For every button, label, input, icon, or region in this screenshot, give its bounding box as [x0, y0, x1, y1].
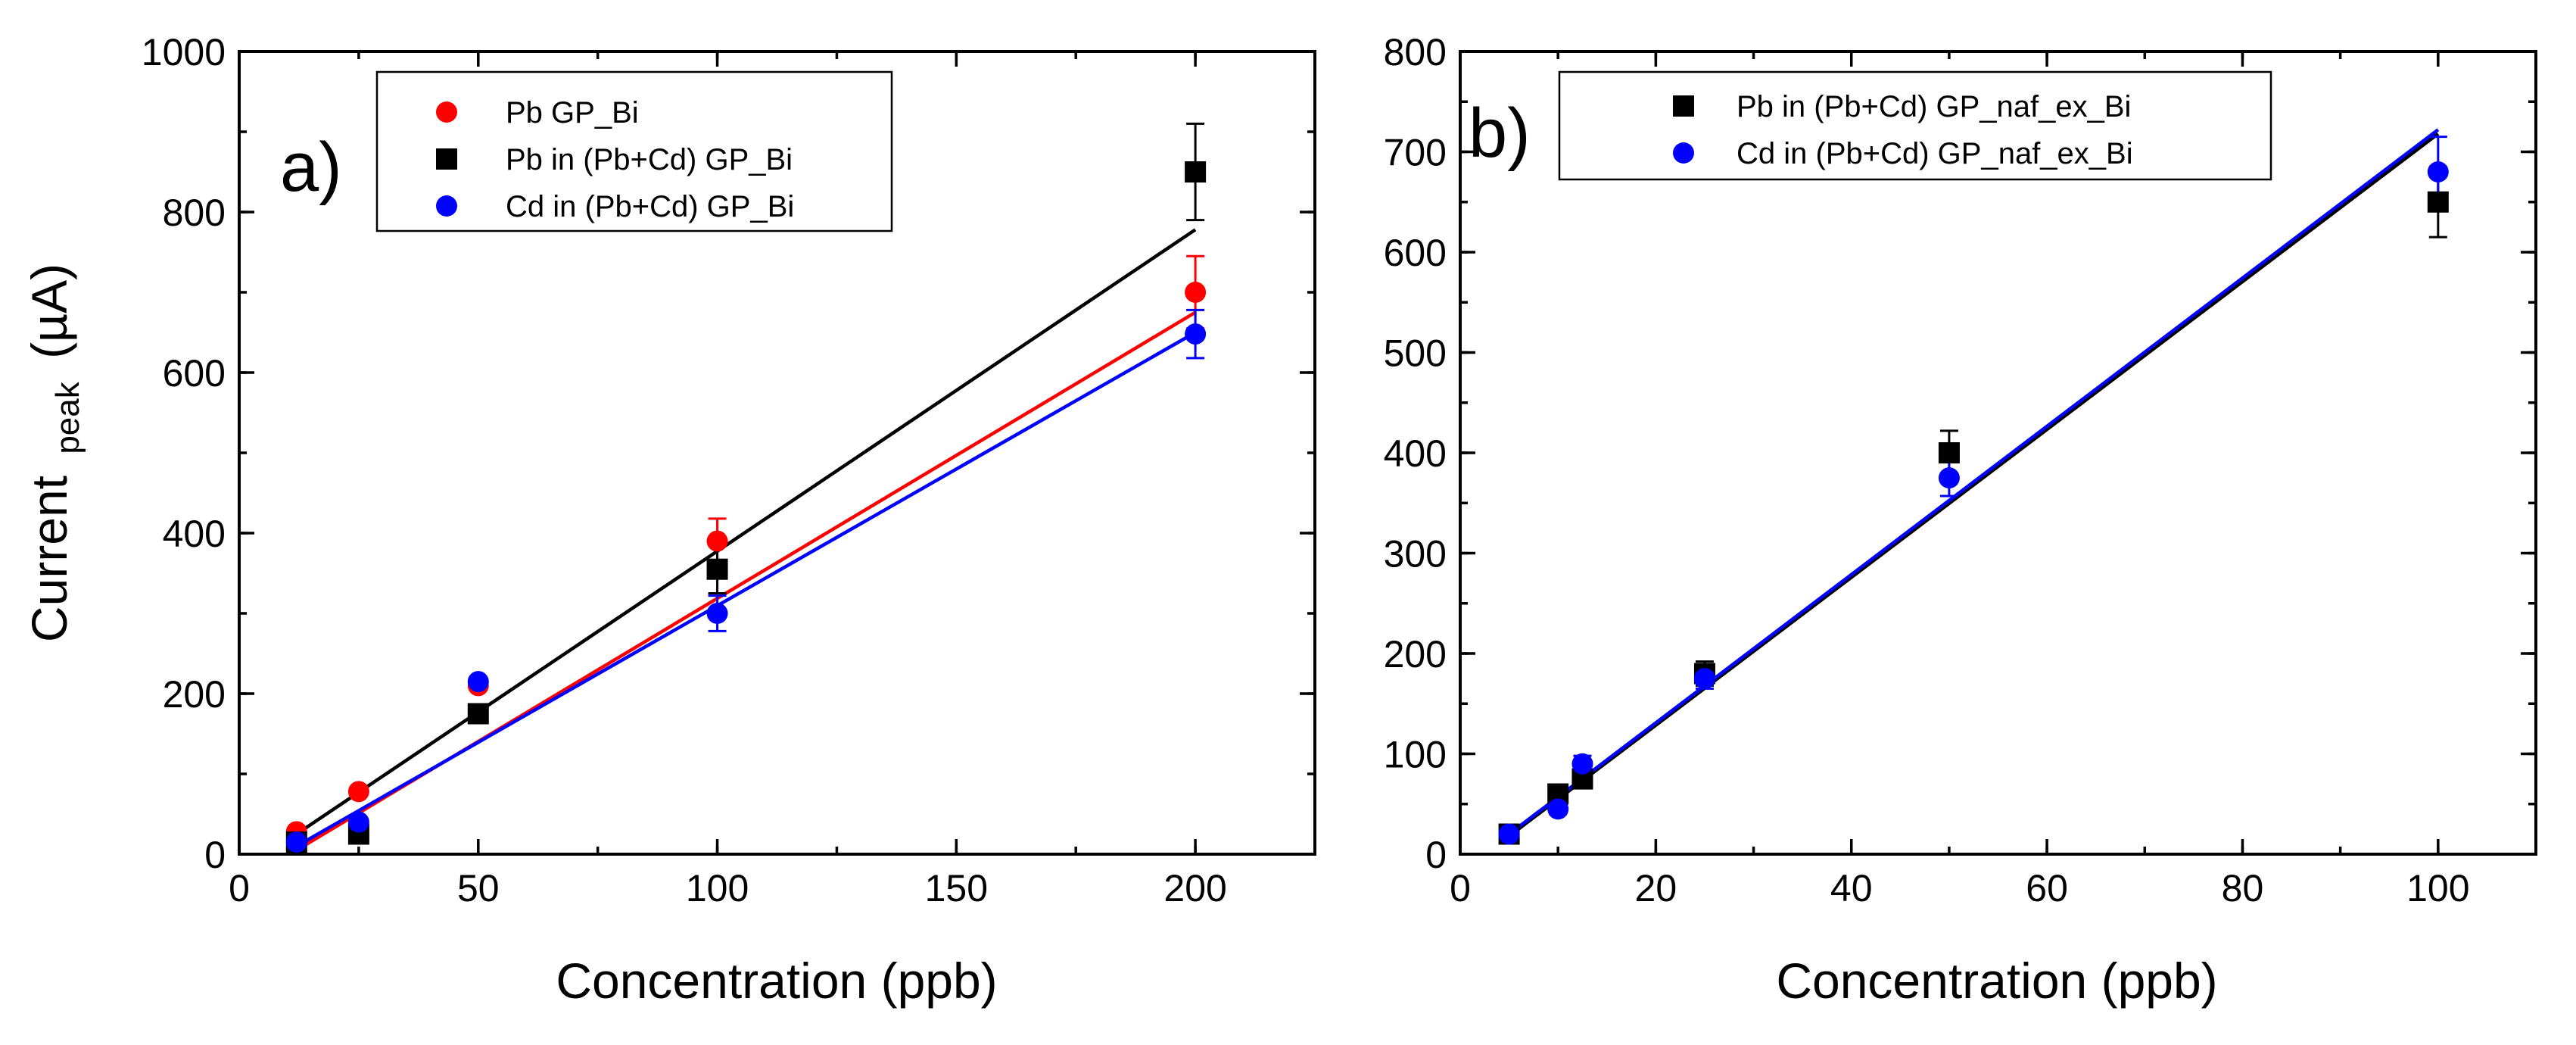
y-axis-title-main: Current [21, 476, 77, 642]
panel-a-y-tick-label: 800 [163, 192, 226, 234]
data-point-cd-in-pb-cd-gp-naf-ex-bi [1498, 823, 1520, 845]
data-point-cd-in-pb-cd-gp-bi [347, 811, 369, 833]
fit-line-cd-in-pb-cd-gp-naf-ex-bi [1508, 128, 2440, 836]
legend-label-cd-naf-ex-bi: Cd in (Pb+Cd) GP_naf_ex_Bi [1737, 137, 2133, 170]
legend-marker-pb-gp-bi [436, 101, 457, 123]
data-point-cd-in-pb-cd-gp-naf-ex-bi [1547, 798, 1569, 820]
panel-b-x-tick-label: 100 [2406, 867, 2469, 909]
data-point-pb-gp-bi [1185, 282, 1207, 303]
y-axis-title-unit: (µA) [21, 264, 77, 359]
panel-a-x-tick-label: 50 [457, 867, 500, 909]
panel-a-y-tick-label: 200 [163, 673, 226, 716]
legend-marker-cd-naf-ex-bi [1673, 142, 1694, 164]
data-point-cd-in-pb-cd-gp-naf-ex-bi [1693, 668, 1715, 690]
data-point-pb-gp-bi [347, 781, 369, 803]
fit-line-cd-in-pb-cd-gp-bi [295, 331, 1197, 848]
panel-a-x-axis-title: Concentration (ppb) [556, 953, 997, 1009]
panel-a-chart: 0 50 100 150 200 0 200 400 600 800 1000 a) Current… [21, 31, 1316, 1009]
legend-marker-pb-naf-ex-bi [1673, 95, 1694, 117]
panel-a-y-tick-label: 400 [163, 513, 226, 555]
data-point-cd-in-pb-cd-gp-naf-ex-bi [1938, 467, 1960, 489]
panel-a-x-tick-label: 0 [229, 867, 250, 909]
data-point-cd-in-pb-cd-gp-bi [1185, 323, 1207, 345]
panel-b-x-tick-label: 20 [1635, 867, 1677, 909]
panel-a-y-axis-title: Current peak (µA) [21, 264, 89, 642]
panel-b-legend: Pb in (Pb+Cd) GP_naf_ex_Bi Cd in (Pb+Cd)… [1558, 70, 2272, 181]
panel-b-x-tick-label: 40 [1830, 867, 1873, 909]
panel-b-x-tick-label: 60 [2026, 867, 2068, 909]
data-point-cd-in-pb-cd-gp-naf-ex-bi [1571, 753, 1593, 775]
panel-a-legend: Pb GP_Bi Pb in (Pb+Cd) GP_Bi Cd in (Pb+C… [375, 70, 893, 232]
y-axis-title-subscript: peak [49, 381, 86, 454]
panel-a-x-tick-label: 100 [686, 867, 749, 909]
panel-b-y-tick-label: 600 [1384, 232, 1447, 274]
panel-b-y-tick-label: 300 [1384, 533, 1447, 576]
legend-marker-pb-in-pbcd-gp-bi [436, 148, 457, 170]
panel-b-x-tick-label: 80 [2222, 867, 2264, 909]
data-point-cd-in-pb-cd-gp-naf-ex-bi [2427, 161, 2449, 182]
panel-a-y-tick-label: 0 [204, 834, 226, 876]
data-point-cd-in-pb-cd-gp-bi [285, 831, 307, 853]
panel-b-chart: 0 20 40 60 80 100 0 100 200 300 400 500 600 700 800 b)… [1384, 31, 2537, 1009]
panel-b-y-tick-label: 400 [1384, 432, 1447, 475]
panel-a-x-tick-label: 200 [1163, 867, 1226, 909]
legend-label-pb-in-pbcd-gp-bi: Pb in (Pb+Cd) GP_Bi [506, 143, 793, 176]
data-point-pb-in-pb-cd-gp-naf-ex-bi [1938, 442, 1960, 463]
panel-b-x-tick-label: 0 [1450, 867, 1471, 909]
data-point-pb-in-pb-cd-gp-bi [1185, 161, 1207, 182]
panel-b-y-tick-label: 500 [1384, 332, 1447, 375]
panel-b-y-tick-label: 100 [1384, 734, 1447, 776]
data-point-pb-in-pb-cd-gp-naf-ex-bi [2427, 191, 2449, 213]
panel-a-label: a) [280, 129, 342, 206]
legend-label-pb-gp-bi: Pb GP_Bi [506, 96, 639, 129]
legend-label-pb-naf-ex-bi: Pb in (Pb+Cd) GP_naf_ex_Bi [1737, 90, 2131, 123]
panel-b-y-tick-label: 0 [1425, 834, 1447, 876]
legend-marker-cd-in-pbcd-gp-bi [436, 195, 457, 217]
panel-b-y-tick-label: 200 [1384, 633, 1447, 675]
legend-label-cd-in-pbcd-gp-bi: Cd in (Pb+Cd) GP_Bi [506, 190, 794, 223]
svg-text:Current peak (: Current peak (µA) [21, 264, 89, 642]
panel-a-y-tick-label: 600 [163, 352, 226, 395]
data-point-cd-in-pb-cd-gp-bi [467, 671, 489, 693]
fit-line-pb-in-pb-cd-gp-naf-ex-bi [1508, 132, 2440, 838]
data-point-cd-in-pb-cd-gp-bi [706, 603, 728, 624]
data-point-pb-in-pb-cd-gp-bi [706, 558, 728, 580]
data-point-pb-in-pb-cd-gp-bi [467, 703, 489, 725]
fit-line-pb-in-pb-cd-gp-bi [295, 228, 1197, 836]
panel-a-x-tick-label: 150 [925, 867, 988, 909]
data-point-pb-gp-bi [706, 530, 728, 552]
panel-b-y-tick-label: 700 [1384, 132, 1447, 174]
panel-a-y-tick-label: 1000 [142, 31, 226, 73]
panel-b-label: b) [1469, 95, 1531, 172]
panel-b-y-tick-label: 800 [1384, 31, 1447, 73]
panel-a-legend-box [375, 70, 893, 232]
panel-b-x-axis-title: Concentration (ppb) [1776, 953, 2217, 1009]
